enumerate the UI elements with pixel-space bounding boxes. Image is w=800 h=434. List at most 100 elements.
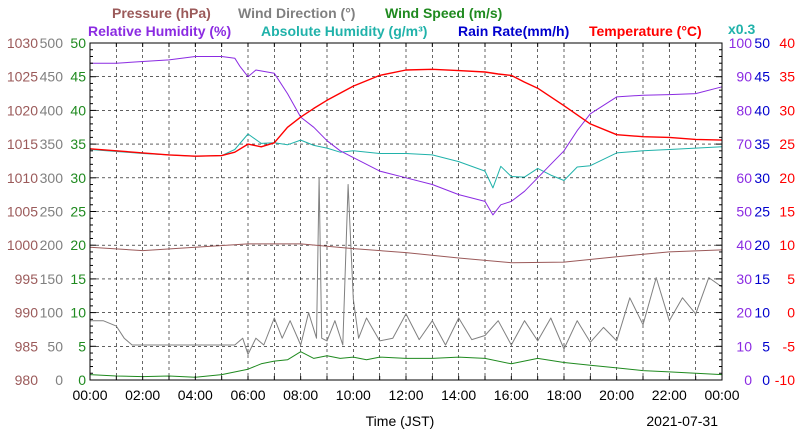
y-tick-label-relative-humidity: 60 [736,170,752,186]
y-tick-label-rain-rate: 15 [754,271,770,287]
x-tick-label: 02:00 [125,387,160,403]
y-tick-label-wind-direction: 400 [40,102,64,118]
series-line-wind-direction [90,177,723,355]
y-tick-label-wind-direction: 50 [47,338,63,354]
y-tick-label-wind-speed: 5 [78,338,86,354]
legend-entry: Temperature (°C) [589,23,702,39]
y-tick-label-wind-speed: 45 [70,69,86,85]
legend-entry: Rain Rate(mm/h) [458,23,569,39]
y-tick-label-relative-humidity: 30 [736,271,752,287]
y-tick-label-wind-direction: 300 [40,170,64,186]
y-tick-label-wind-speed: 50 [70,35,86,51]
y-tick-label-wind-speed: 20 [70,237,86,253]
x-tick-label: 04:00 [178,387,213,403]
y-tick-label-pressure: 990 [15,305,39,321]
y-tick-label-wind-direction: 250 [40,204,64,220]
y-tick-label-pressure: 995 [15,271,39,287]
y-tick-label-pressure: 1020 [7,102,38,118]
y-tick-label-pressure: 980 [15,372,39,388]
y-tick-label-wind-direction: 150 [40,271,64,287]
y-tick-label-wind-direction: 450 [40,69,64,85]
y-tick-label-relative-humidity: 50 [736,204,752,220]
x-tick-label: 22:00 [652,387,687,403]
y-tick-label-temperature: 35 [779,69,795,85]
y-tick-label-wind-speed: 35 [70,136,86,152]
y-tick-label-relative-humidity: 100 [729,35,753,51]
y-tick-label-rain-rate: 30 [754,170,770,186]
legend-entry: Wind Speed (m/s) [385,5,502,21]
axes-layer: 1030102510201015101010051000995990985980… [7,35,795,403]
y-tick-label-pressure: 1030 [7,35,38,51]
series-line-absolute-humidity-g-m [89,133,723,189]
y-tick-label-wind-speed: 40 [70,102,86,118]
series-line-temperature-c [89,68,723,157]
y-tick-label-wind-speed: 30 [70,170,86,186]
y-tick-label-rain-rate: 40 [754,102,770,118]
y-tick-label-temperature: 0 [787,305,795,321]
y-tick-label-temperature: 15 [779,204,795,220]
date-label: 2021-07-31 [646,413,718,429]
y-tick-label-temperature: 20 [779,170,795,186]
legend: Pressure (hPa) Wind Direction (°) Wind Spe… [88,5,755,39]
y-tick-label-rain-rate: 10 [754,305,770,321]
grid [89,42,723,381]
x-tick-label: 06:00 [230,387,265,403]
y-tick-label-temperature: -5 [783,338,796,354]
x-tick-label: 12:00 [388,387,423,403]
x-tick-label: 14:00 [441,387,476,403]
x-axis-label: Time (JST) [366,413,435,429]
y-tick-label-wind-speed: 10 [70,305,86,321]
y-tick-label-temperature: 10 [779,237,795,253]
y-tick-label-relative-humidity: 0 [744,372,752,388]
y-tick-label-relative-humidity: 80 [736,102,752,118]
y-tick-label-rain-rate: 50 [754,35,770,51]
y-tick-label-pressure: 1025 [7,69,38,85]
legend-entry: Absolute Humidity (g/m³) [261,23,427,39]
x-tick-label: 08:00 [283,387,318,403]
legend-entry: Relative Humidity (%) [88,23,231,39]
y-tick-label-pressure: 1000 [7,237,38,253]
y-tick-label-relative-humidity: 90 [736,69,752,85]
y-tick-label-wind-speed: 25 [70,204,86,220]
y-tick-label-relative-humidity: 40 [736,237,752,253]
y-tick-label-pressure: 1010 [7,170,38,186]
x-tick-label: 00:00 [72,387,107,403]
y-tick-label-rain-rate: 20 [754,237,770,253]
scale-note: x0.3 [728,21,755,37]
y-tick-label-relative-humidity: 70 [736,136,752,152]
y-tick-label-wind-direction: 200 [40,237,64,253]
legend-entry: Wind Direction (°) [238,5,355,21]
y-tick-label-relative-humidity: 10 [736,338,752,354]
y-tick-label-wind-direction: 0 [55,372,63,388]
y-tick-label-wind-direction: 100 [40,305,64,321]
y-tick-label-rain-rate: 25 [754,204,770,220]
y-tick-label-temperature: 25 [779,136,795,152]
series-line-wind-speed-m-s [89,351,723,378]
x-tick-label: 18:00 [546,387,581,403]
plot-frame [89,42,723,381]
x-tick-label: 10:00 [336,387,371,403]
y-tick-label-rain-rate: 45 [754,69,770,85]
y-tick-label-pressure: 1015 [7,136,38,152]
x-tick-label: 16:00 [494,387,529,403]
y-tick-label-pressure: 985 [15,338,39,354]
y-tick-label-temperature: -10 [775,372,795,388]
y-tick-label-wind-speed: 15 [70,271,86,287]
y-tick-label-relative-humidity: 20 [736,305,752,321]
y-tick-label-temperature: 40 [779,35,795,51]
y-tick-label-wind-direction: 350 [40,136,64,152]
series-line-relative-humidity [90,56,723,216]
series-line-pressure-hpa [89,243,723,264]
y-tick-label-wind-direction: 500 [40,35,64,51]
y-tick-label-temperature: 5 [787,271,795,287]
x-tick-label: 20:00 [599,387,634,403]
legend-entry: Pressure (hPa) [112,5,211,21]
y-tick-label-rain-rate: 0 [762,372,770,388]
y-tick-label-pressure: 1005 [7,204,38,220]
y-tick-label-rain-rate: 5 [762,338,770,354]
y-tick-label-temperature: 30 [779,102,795,118]
y-tick-label-wind-speed: 0 [78,372,86,388]
y-tick-label-rain-rate: 35 [754,136,770,152]
